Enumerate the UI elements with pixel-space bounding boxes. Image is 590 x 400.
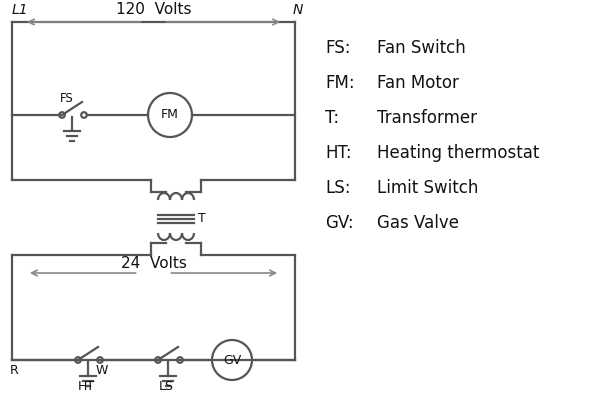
Text: LS: LS bbox=[159, 380, 173, 393]
Text: 24  Volts: 24 Volts bbox=[120, 256, 186, 270]
Text: R: R bbox=[9, 364, 18, 377]
Text: FM:: FM: bbox=[325, 74, 355, 92]
Text: LS:: LS: bbox=[325, 179, 350, 197]
Text: GV:: GV: bbox=[325, 214, 353, 232]
Text: N: N bbox=[293, 3, 303, 17]
Text: T: T bbox=[198, 212, 206, 226]
Text: Fan Motor: Fan Motor bbox=[377, 74, 459, 92]
Text: T:: T: bbox=[325, 109, 339, 127]
Text: HT:: HT: bbox=[325, 144, 352, 162]
Text: 120  Volts: 120 Volts bbox=[116, 2, 191, 18]
Text: GV: GV bbox=[223, 354, 241, 366]
Text: Heating thermostat: Heating thermostat bbox=[377, 144, 539, 162]
Text: FM: FM bbox=[161, 108, 179, 122]
Text: Fan Switch: Fan Switch bbox=[377, 39, 466, 57]
Text: Gas Valve: Gas Valve bbox=[377, 214, 459, 232]
Text: FS: FS bbox=[60, 92, 74, 106]
Text: Transformer: Transformer bbox=[377, 109, 477, 127]
Text: W: W bbox=[96, 364, 108, 377]
Text: FS:: FS: bbox=[325, 39, 350, 57]
Text: Limit Switch: Limit Switch bbox=[377, 179, 478, 197]
Text: HT: HT bbox=[77, 380, 94, 393]
Text: L1: L1 bbox=[12, 3, 29, 17]
